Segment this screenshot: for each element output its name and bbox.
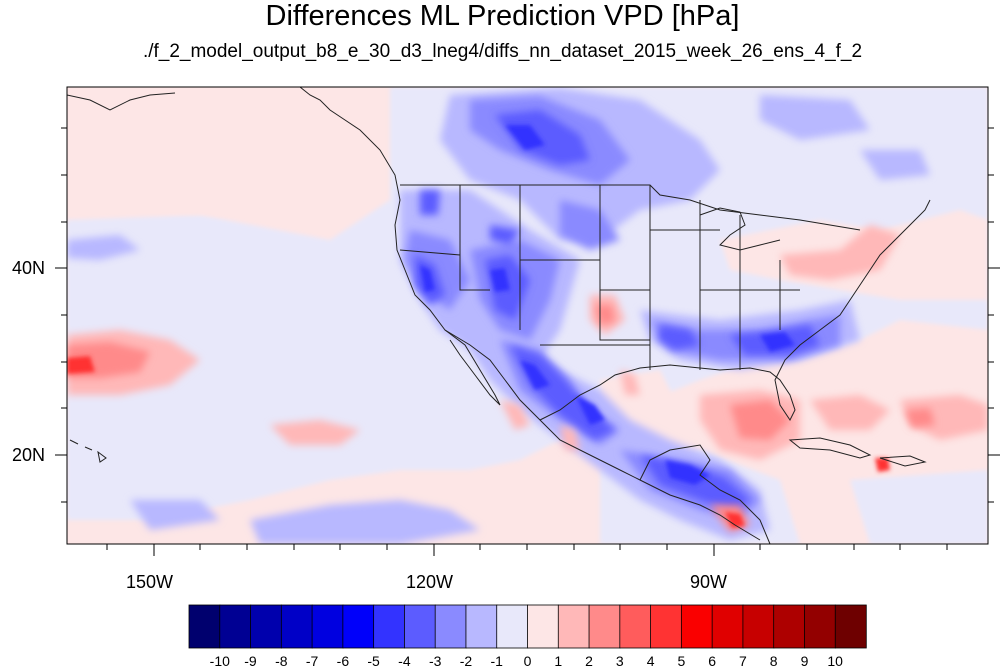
colorbar (188, 604, 867, 649)
colorbar-swatch (680, 604, 713, 649)
colorbar-tick-label: -2 (459, 653, 473, 669)
colorbar-swatch (434, 604, 467, 649)
lat-label-40n: 40N (12, 258, 46, 278)
colorbar-tick-label: -5 (367, 653, 380, 669)
colorbar-tick-label: 9 (800, 653, 809, 669)
colorbar-swatch (804, 604, 836, 649)
colorbar-tick-label: 6 (708, 653, 716, 669)
colorbar-tick-label: -6 (336, 653, 350, 669)
colorbar-tick-label: 3 (615, 653, 624, 669)
colorbar-tick-label: 2 (585, 653, 593, 669)
colorbar-tick-label: 5 (677, 653, 686, 669)
x-ticks (106, 544, 948, 556)
colorbar-swatch (650, 604, 683, 649)
colorbar-tick-label: -8 (275, 653, 288, 669)
colorbar-tick-label: 10 (827, 653, 843, 669)
colorbar-tick-label: -3 (428, 653, 442, 669)
colorbar-tick-label: 1 (554, 653, 563, 669)
lat-label-20n: 20N (12, 445, 46, 465)
colorbar-tick-label: -10 (209, 653, 230, 669)
colorbar-tick-label: -1 (490, 653, 503, 669)
colorbar-tick-label: -7 (305, 653, 319, 669)
colorbar-swatch (250, 604, 283, 649)
colorbar-swatch (742, 604, 775, 649)
lon-label-150w: 150W (126, 572, 174, 592)
colorbar-tick-label: -4 (398, 653, 411, 669)
colorbar-swatch (373, 604, 406, 649)
colorbar-tick-label: -9 (244, 653, 257, 669)
colorbar-swatch (527, 604, 559, 649)
colorbar-tick-label: 7 (738, 653, 747, 669)
chart-subtitle: ./f_2_model_output_b8_e_30_d3_lneg4/diff… (142, 41, 863, 62)
colorbar-swatch (619, 604, 652, 649)
colorbar-swatch (496, 604, 529, 649)
colorbar-swatch (557, 604, 590, 649)
chart-title: Differences ML Prediction VPD [hPa] (265, 0, 740, 32)
lon-label-120w: 120W (406, 572, 454, 592)
colorbar-swatch (465, 604, 498, 649)
colorbar-swatch (773, 604, 806, 649)
colorbar-swatch (219, 604, 252, 649)
colorbar-swatch (188, 604, 221, 649)
colorbar-swatch (834, 604, 867, 649)
colorbar-swatch (280, 604, 313, 649)
colorbar-swatch (588, 604, 621, 649)
colorbar-tick-label: 8 (769, 653, 778, 669)
colorbar-tick-label: 4 (646, 653, 655, 669)
colorbar-swatch (342, 604, 375, 649)
colorbar-swatch (711, 604, 744, 649)
y-ticks (55, 127, 1000, 503)
lon-label-90w: 90W (690, 572, 728, 592)
colorbar-tick-label: 0 (523, 653, 532, 669)
colorbar-swatch (404, 604, 436, 649)
colorbar-swatch (311, 604, 344, 649)
coastlines (67, 87, 931, 544)
